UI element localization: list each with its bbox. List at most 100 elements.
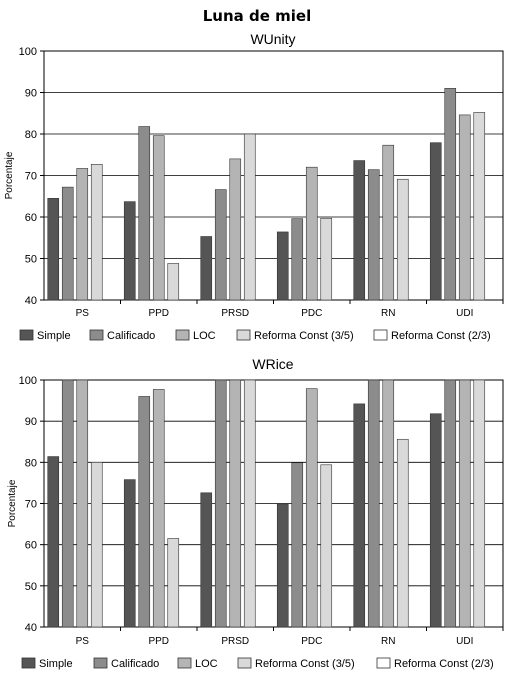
bar-ps-calificado bbox=[61, 186, 74, 301]
bar-ppd-calificado bbox=[138, 126, 151, 301]
legend-label-calificado: Calificado bbox=[107, 330, 155, 342]
x-tick-label: RN bbox=[381, 308, 395, 319]
bar-udi-loc bbox=[458, 379, 471, 628]
bar-prsd-simple bbox=[200, 236, 213, 301]
x-tick-label: PPD bbox=[148, 636, 169, 647]
bar-pdc-reforma-const-3-5 bbox=[320, 217, 333, 301]
bar-pdc-simple bbox=[276, 503, 289, 628]
y-tick-label: 50 bbox=[25, 581, 37, 593]
bar-ps-reforma-const-3-5 bbox=[90, 462, 103, 628]
bar-pdc-simple bbox=[276, 231, 289, 301]
bar-rn-simple bbox=[353, 403, 366, 628]
bar-rn-simple bbox=[353, 160, 366, 301]
x-tick-label: UDI bbox=[456, 308, 473, 319]
bar-ppd-loc bbox=[152, 135, 165, 301]
bar-rn-reforma-const-3-5 bbox=[396, 178, 409, 301]
bar-prsd-loc bbox=[229, 158, 242, 301]
x-tick-label: PRSD bbox=[221, 308, 249, 319]
y-tick-label: 90 bbox=[25, 88, 37, 100]
x-tick-label: PS bbox=[76, 636, 90, 647]
y-axis-label: Porcentaje bbox=[4, 151, 15, 199]
chart-wrice: WRice 40 50 60 70 80 90 100 Porcentaje PS PPD PRSD P… bbox=[7, 356, 504, 670]
legend-swatch-loc bbox=[177, 657, 192, 669]
y-tick-label: 70 bbox=[25, 499, 37, 511]
bar-rn-loc bbox=[382, 144, 395, 301]
bar-rn-calificado bbox=[367, 379, 380, 628]
bar-prsd-loc bbox=[229, 379, 242, 628]
legend-label-reforma-const-2-3: Reforma Const (2/3) bbox=[394, 658, 494, 670]
bar-rn-loc bbox=[382, 379, 395, 628]
bar-prsd-calificado bbox=[214, 379, 227, 628]
bar-pdc-calificado bbox=[291, 218, 304, 301]
legend-label-reforma-const-3-5: Reforma Const (3/5) bbox=[254, 330, 354, 342]
bar-pdc-calificado bbox=[291, 462, 304, 628]
bar-ps-simple bbox=[47, 198, 60, 301]
y-tick-label: 100 bbox=[19, 375, 37, 387]
x-tick-label: PPD bbox=[148, 308, 169, 319]
y-tick-label: 80 bbox=[25, 129, 37, 141]
chart-title: WRice bbox=[252, 356, 293, 372]
y-tick-label: 90 bbox=[25, 416, 37, 428]
bar-ppd-calificado bbox=[138, 396, 151, 628]
bar-ppd-simple bbox=[123, 479, 136, 628]
legend-swatch-simple bbox=[19, 329, 34, 341]
bar-pdc-reforma-const-3-5 bbox=[320, 464, 333, 628]
legend-swatch-reforma-const-3-5 bbox=[237, 657, 252, 669]
y-tick-label: 80 bbox=[25, 457, 37, 469]
y-tick-label: 60 bbox=[25, 540, 37, 552]
legend-label-loc: LOC bbox=[193, 330, 216, 342]
bar-udi-reforma-const-3-5 bbox=[473, 112, 486, 301]
x-tick-label: PDC bbox=[301, 636, 322, 647]
chart-title: WUnity bbox=[250, 31, 295, 47]
x-tick-label: RN bbox=[381, 636, 395, 647]
bar-prsd-reforma-const-3-5 bbox=[243, 133, 256, 301]
x-tick-label: PS bbox=[76, 308, 90, 319]
bar-prsd-reforma-const-3-5 bbox=[243, 379, 256, 628]
y-axis-label: Porcentaje bbox=[7, 479, 18, 527]
bar-udi-calificado bbox=[444, 88, 457, 301]
bar-prsd-calificado bbox=[214, 189, 227, 301]
y-tick-label: 40 bbox=[25, 295, 37, 307]
y-tick-label: 40 bbox=[25, 622, 37, 634]
bar-ps-simple bbox=[47, 456, 60, 628]
bar-udi-simple bbox=[429, 413, 442, 628]
bar-udi-reforma-const-3-5 bbox=[473, 379, 486, 628]
legend-swatch-calificado bbox=[89, 329, 104, 341]
y-tick-label: 100 bbox=[19, 46, 37, 58]
x-tick-label: PRSD bbox=[221, 636, 249, 647]
bar-udi-loc bbox=[458, 114, 471, 301]
bar-ps-calificado bbox=[61, 379, 74, 628]
y-tick-label: 60 bbox=[25, 212, 37, 224]
bar-ppd-reforma-const-3-5 bbox=[167, 538, 180, 628]
bar-ps-loc bbox=[76, 168, 89, 301]
legend-swatch-reforma-const-2-3 bbox=[373, 329, 388, 341]
x-tick-label: PDC bbox=[301, 308, 322, 319]
page-title: Luna de miel bbox=[203, 7, 311, 25]
bar-ps-loc bbox=[76, 379, 89, 628]
legend-label-reforma-const-3-5: Reforma Const (3/5) bbox=[255, 658, 355, 670]
bar-ppd-loc bbox=[152, 389, 165, 628]
legend-swatch-reforma-const-3-5 bbox=[236, 329, 251, 341]
y-tick-label: 50 bbox=[25, 254, 37, 266]
legend-swatch-simple bbox=[21, 657, 36, 669]
bar-rn-calificado bbox=[367, 169, 380, 301]
bar-udi-simple bbox=[429, 142, 442, 301]
bar-rn-reforma-const-3-5 bbox=[396, 438, 409, 628]
legend-label-loc: LOC bbox=[195, 658, 218, 670]
bar-pdc-loc bbox=[305, 166, 318, 301]
legend-swatch-calificado bbox=[93, 657, 108, 669]
bar-ps-reforma-const-3-5 bbox=[90, 163, 103, 301]
bar-udi-calificado bbox=[444, 379, 457, 628]
chart-wunity: WUnity 40 50 60 70 80 90 100 Porcentaje PS PPD PRSD… bbox=[4, 31, 504, 342]
legend-label-reforma-const-2-3: Reforma Const (2/3) bbox=[391, 330, 491, 342]
legend-label-simple: Simple bbox=[39, 658, 73, 670]
bar-pdc-loc bbox=[305, 388, 318, 628]
x-tick-label: UDI bbox=[456, 636, 473, 647]
y-tick-label: 70 bbox=[25, 171, 37, 183]
bar-prsd-simple bbox=[200, 492, 213, 628]
bar-ppd-reforma-const-3-5 bbox=[167, 263, 180, 301]
legend-swatch-reforma-const-2-3 bbox=[376, 657, 391, 669]
legend-label-calificado: Calificado bbox=[111, 658, 159, 670]
legend-swatch-loc bbox=[175, 329, 190, 341]
